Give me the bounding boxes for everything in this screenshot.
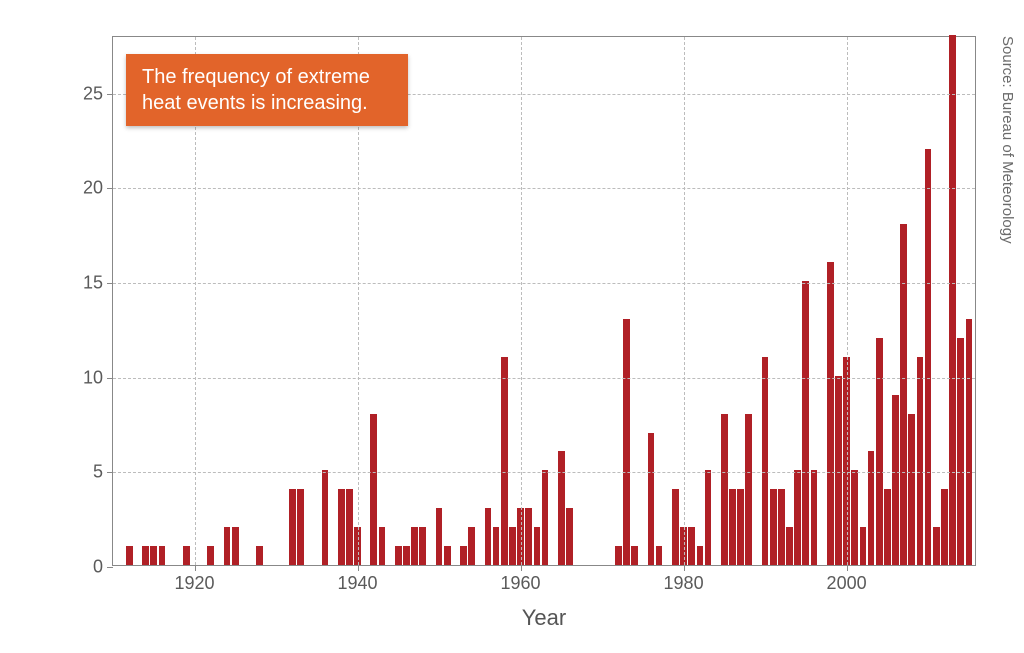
bar <box>566 508 573 565</box>
bar <box>908 414 915 565</box>
bar <box>656 546 663 565</box>
bar <box>370 414 377 565</box>
bar <box>468 527 475 565</box>
y-tick-label: 25 <box>63 83 113 104</box>
bar <box>509 527 516 565</box>
y-tick-label: 10 <box>63 367 113 388</box>
x-tick-label: 1960 <box>501 565 541 594</box>
bar <box>900 224 907 565</box>
bar <box>802 281 809 565</box>
bar <box>941 489 948 565</box>
bar <box>232 527 239 565</box>
bar <box>835 376 842 565</box>
bar <box>794 470 801 565</box>
bar <box>297 489 304 565</box>
bar <box>925 149 932 565</box>
grid-line-v <box>684 37 685 565</box>
bar <box>403 546 410 565</box>
bar <box>501 357 508 565</box>
x-axis-label: Year <box>522 605 566 631</box>
bar <box>721 414 728 565</box>
bar <box>493 527 500 565</box>
bar <box>697 546 704 565</box>
bar <box>159 546 166 565</box>
y-tick-label: 20 <box>63 178 113 199</box>
bar <box>615 546 622 565</box>
x-tick-label: 1920 <box>174 565 214 594</box>
bar <box>256 546 263 565</box>
annotation-box: The frequency of extreme heat events is … <box>126 54 408 126</box>
grid-line-v <box>847 37 848 565</box>
bar <box>411 527 418 565</box>
bar <box>289 489 296 565</box>
bar <box>778 489 785 565</box>
bar <box>224 527 231 565</box>
bar <box>631 546 638 565</box>
y-tick-label: 5 <box>63 462 113 483</box>
bar <box>966 319 973 565</box>
bar <box>868 451 875 565</box>
bar <box>207 546 214 565</box>
bar <box>558 451 565 565</box>
bar <box>860 527 867 565</box>
bar <box>876 338 883 565</box>
bar <box>338 489 345 565</box>
bar <box>542 470 549 565</box>
bar <box>786 527 793 565</box>
bar <box>672 489 679 565</box>
bar <box>737 489 744 565</box>
bar <box>770 489 777 565</box>
bar <box>688 527 695 565</box>
bar <box>729 489 736 565</box>
bar <box>762 357 769 565</box>
bar <box>623 319 630 565</box>
bar <box>436 508 443 565</box>
bar <box>851 470 858 565</box>
bar <box>444 546 451 565</box>
bar <box>917 357 924 565</box>
bar <box>827 262 834 565</box>
bar <box>142 546 149 565</box>
annotation-text: The frequency of extreme heat events is … <box>142 66 370 114</box>
bar <box>460 546 467 565</box>
bar <box>933 527 940 565</box>
bar <box>705 470 712 565</box>
chart-container: Number of extreme days Year 051015202519… <box>0 0 1024 653</box>
source-label: Source: Bureau of Meteorology <box>999 36 1016 244</box>
bar <box>346 489 353 565</box>
bar <box>745 414 752 565</box>
grid-line-v <box>521 37 522 565</box>
bar <box>534 527 541 565</box>
y-tick-label: 15 <box>63 273 113 294</box>
x-tick-label: 1980 <box>664 565 704 594</box>
bar <box>126 546 133 565</box>
bar <box>648 433 655 566</box>
y-tick-label: 0 <box>63 557 113 578</box>
bar <box>322 470 329 565</box>
bar <box>949 35 956 565</box>
bar <box>525 508 532 565</box>
bar <box>811 470 818 565</box>
x-tick-label: 1940 <box>337 565 377 594</box>
bar <box>395 546 402 565</box>
bar <box>419 527 426 565</box>
bar <box>150 546 157 565</box>
bar <box>379 527 386 565</box>
bar <box>485 508 492 565</box>
bar <box>957 338 964 565</box>
bar <box>892 395 899 565</box>
bar <box>884 489 891 565</box>
x-tick-label: 2000 <box>827 565 867 594</box>
bar <box>183 546 190 565</box>
